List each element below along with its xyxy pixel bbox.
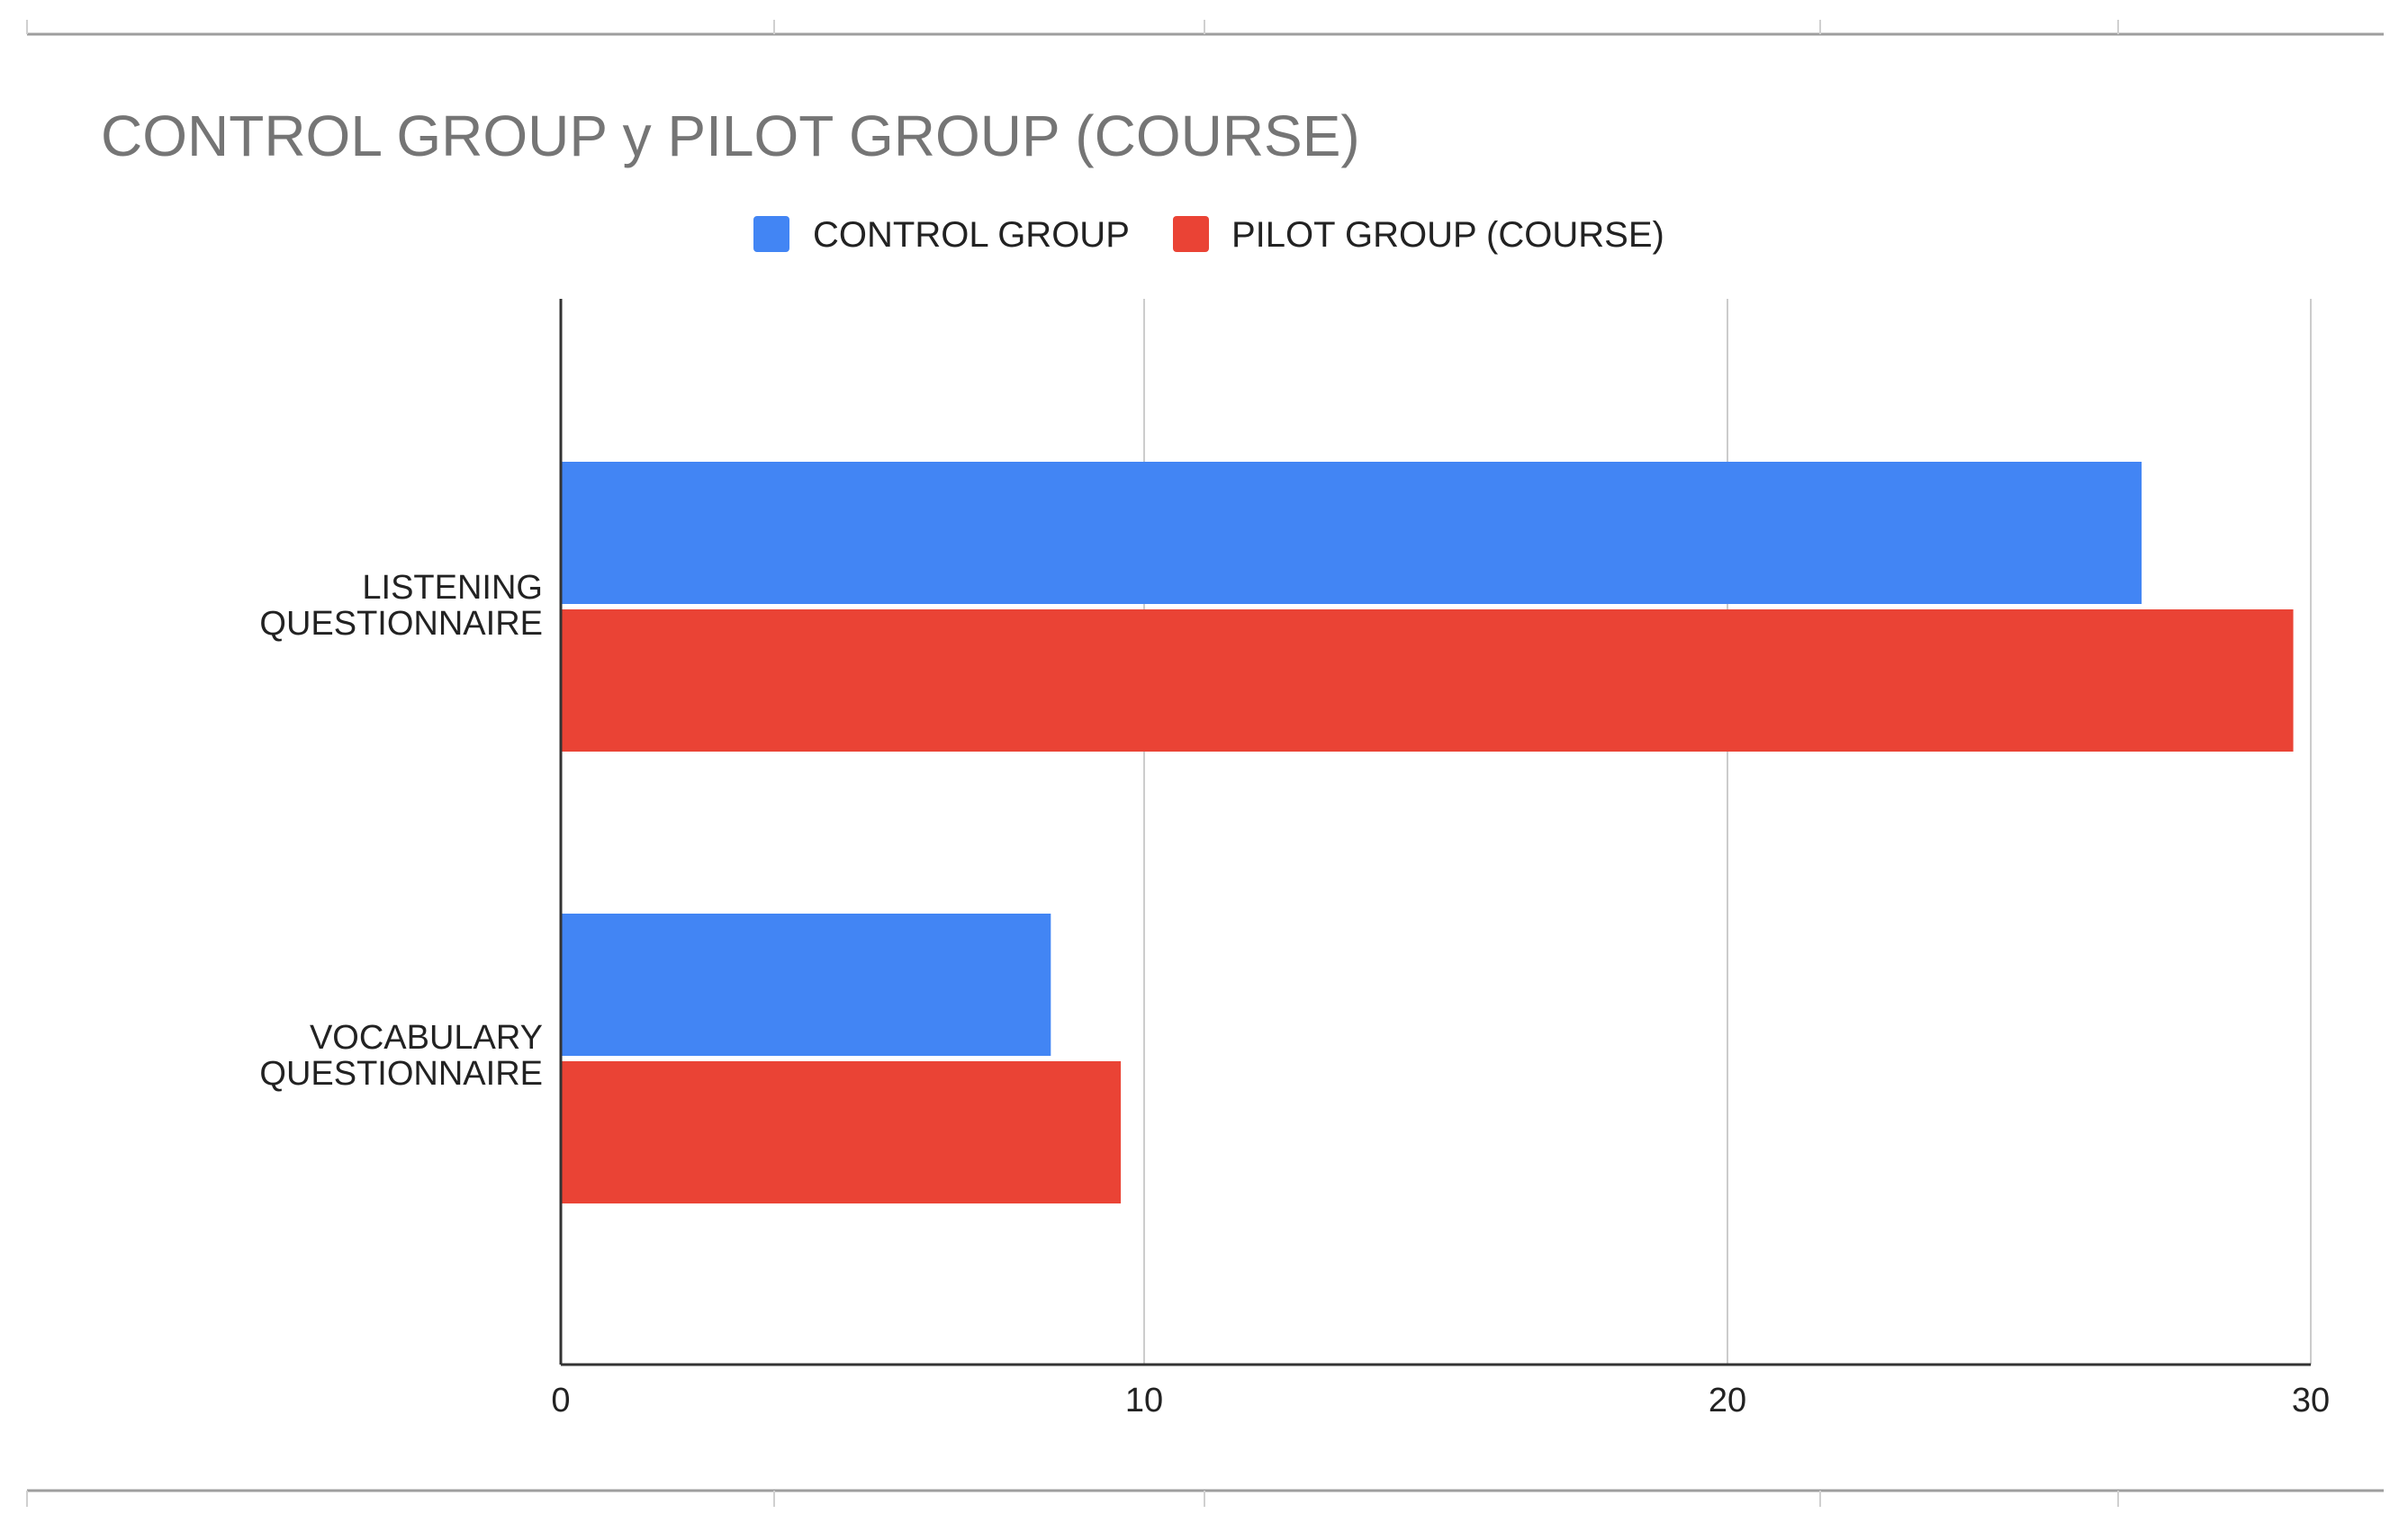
category-label: QUESTIONNAIRE: [259, 605, 543, 643]
x-gridlines: [1143, 299, 2312, 1365]
legend-swatch: [1173, 216, 1209, 252]
legend-label: CONTROL GROUP: [813, 215, 1130, 255]
category-label: VOCABULARY: [310, 1019, 543, 1057]
chart-title: CONTROL GROUP y PILOT GROUP (COURSE): [101, 104, 1360, 168]
bar: [561, 1061, 1122, 1203]
x-tick-label: 20: [1709, 1382, 1746, 1419]
legend-label: PILOT GROUP (COURSE): [1231, 215, 1664, 255]
x-tick-label: 0: [551, 1382, 570, 1419]
category-label: QUESTIONNAIRE: [259, 1055, 543, 1093]
axes: [559, 299, 2311, 1366]
bar: [561, 609, 2294, 752]
x-tick-labels: 0 10 20 30: [551, 1382, 2330, 1419]
x-tick-label: 10: [1125, 1382, 1163, 1419]
category-label: LISTENING: [362, 569, 543, 607]
legend-swatch: [753, 216, 789, 252]
bars-group: [561, 462, 2294, 1203]
bar: [561, 462, 2142, 604]
x-tick-label: 30: [2292, 1382, 2330, 1419]
y-category-labels: LISTENINGQUESTIONNAIREVOCABULARYQUESTION…: [259, 569, 543, 1093]
sheet-frame: [26, 20, 2384, 1507]
bar: [561, 914, 1051, 1056]
chart-legend: CONTROL GROUP PILOT GROUP (COURSE): [753, 215, 1664, 255]
